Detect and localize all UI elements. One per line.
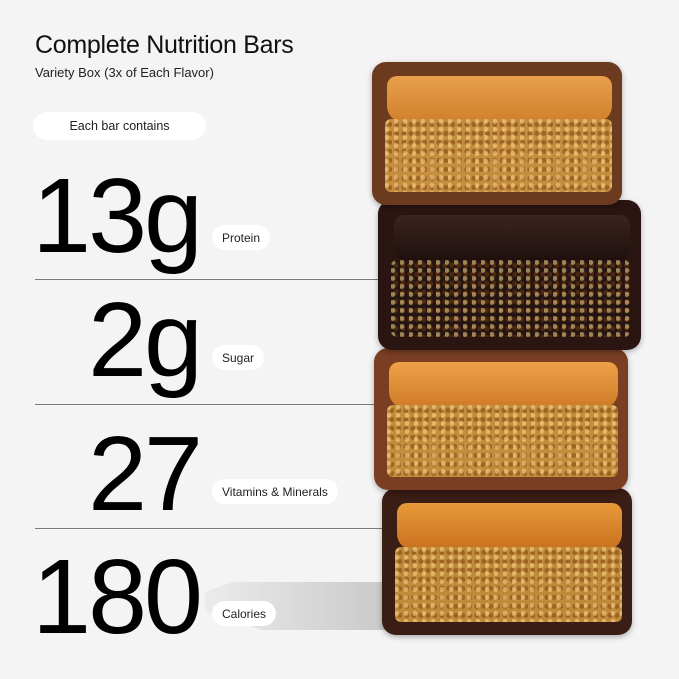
- bar-image-caramel: [374, 348, 628, 490]
- vitamins-label: Vitamins & Minerals: [212, 479, 338, 504]
- page-title: Complete Nutrition Bars: [35, 31, 294, 59]
- bar-image-peanut-butter: [372, 62, 622, 205]
- protein-value: 13g: [32, 157, 203, 275]
- divider: [35, 528, 385, 529]
- protein-label: Protein: [212, 225, 271, 250]
- calories-label: Calories: [212, 601, 277, 626]
- vitamins-value: 27: [88, 415, 203, 533]
- bar-image-berry-caramel: [382, 488, 632, 635]
- divider: [35, 279, 385, 280]
- sugar-value: 2g: [88, 281, 203, 399]
- each-bar-contains-pill: Each bar contains: [33, 112, 206, 140]
- sugar-label: Sugar: [212, 345, 265, 370]
- divider: [35, 404, 385, 405]
- bar-image-chocolate: [378, 200, 641, 350]
- page-subtitle: Variety Box (3x of Each Flavor): [35, 65, 214, 80]
- calories-value: 180: [32, 538, 203, 656]
